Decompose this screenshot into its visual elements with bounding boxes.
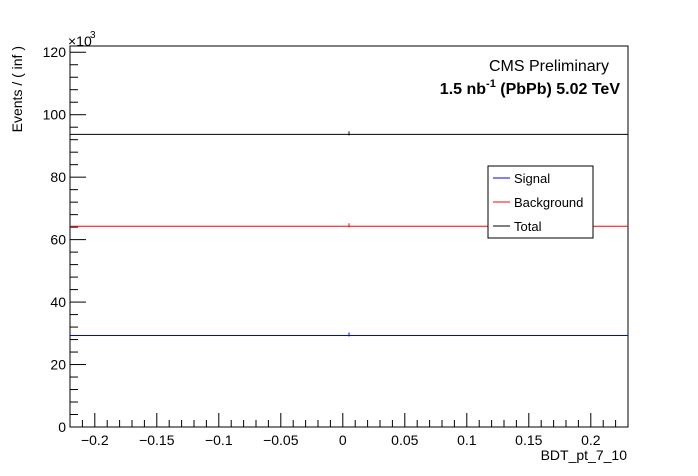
experiment-label: CMS Preliminary [489,58,609,75]
y-tick-label: 40 [50,294,66,310]
x-tick-label: 0.1 [457,432,477,448]
y-tick-label: 80 [50,169,66,185]
x-axis-ticks: −0.2 −0.15 −0.1 −0.05 0 0.05 0.1 0.15 0.2 [69,413,629,448]
legend-label-signal: Signal [514,171,550,186]
x-axis-title: BDT_pt_7_10 [541,447,628,463]
legend-label-background: Background [514,195,583,210]
y-multiplier-exponent: 3 [90,30,96,41]
x-tick-label: −0.2 [81,432,109,448]
y-tick-label: 120 [43,44,67,60]
x-tick-label: 0 [339,432,347,448]
lumi-value: 1.5 nb [440,81,486,98]
lumi-rest: (PbPb) 5.02 TeV [496,81,621,98]
lumi-exponent: -1 [486,78,496,90]
x-tick-label: 0.2 [581,432,601,448]
x-tick-label: 0.15 [515,432,542,448]
y-tick-label: 20 [50,357,66,373]
x-tick-label: 0.05 [391,432,418,448]
lumi-label: 1.5 nb-1 (PbPb) 5.02 TeV [440,78,621,98]
plot-frame [69,45,629,428]
y-tick-label: 60 [50,232,66,248]
y-axis-ticks: 0 20 40 60 80 100 120 [43,44,86,435]
x-tick-label: −0.05 [263,432,299,448]
legend-label-total: Total [514,219,542,234]
y-tick-label: 100 [43,107,67,123]
x-tick-label: −0.15 [139,432,175,448]
y-tick-label: 0 [58,419,66,435]
y-axis-title: Events / ( inf ) [9,46,25,132]
legend: Signal Background Total [493,171,583,234]
y-multiplier-label: ×10 [68,33,92,49]
x-tick-label: −0.1 [205,432,233,448]
